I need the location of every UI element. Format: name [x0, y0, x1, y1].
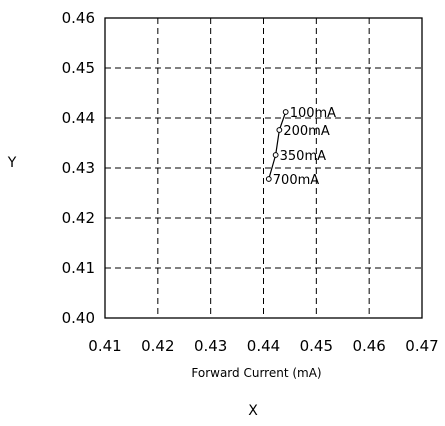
data-point-label: 700mA: [273, 173, 319, 188]
y-tick-label: 0.44: [62, 109, 95, 127]
data-point: [272, 152, 279, 158]
x-tick-label: 0.46: [352, 337, 385, 355]
x-tick-label: 0.47: [405, 337, 438, 355]
tick-label-layer: 0.41 0.42 0.43 0.44 0.45 0.46 0.47 0.46 0.45 0.44…: [62, 9, 439, 355]
grid-layer: [105, 18, 422, 318]
y-axis-caption: Y: [7, 155, 17, 171]
data-point: [282, 109, 289, 115]
y-tick-label: 0.41: [62, 259, 95, 277]
plot-frame: [104, 17, 423, 319]
x-tick-label: 0.45: [300, 337, 333, 355]
series-line: [268, 111, 287, 180]
data-point: [276, 127, 283, 133]
x-axis-caption: Forward Current (mA): [191, 366, 321, 380]
y-tick-label: 0.40: [62, 309, 95, 327]
y-tick-label: 0.42: [62, 209, 95, 227]
y-tick-label: 0.46: [62, 9, 95, 27]
x-tick-label: 0.41: [88, 337, 121, 355]
data-point: [265, 176, 272, 182]
y-tick-label: 0.45: [62, 59, 95, 77]
x-axis-letter: X: [248, 403, 258, 419]
y-tick-label: 0.43: [62, 159, 95, 177]
x-tick-label: 0.44: [247, 337, 280, 355]
data-point-label: 350mA: [280, 149, 326, 164]
data-point-label: 200mA: [283, 124, 329, 139]
data-point-label: 100mA: [290, 106, 336, 121]
x-tick-label: 0.42: [141, 337, 174, 355]
x-tick-label: 0.43: [194, 337, 227, 355]
series-layer: 100mA 200mA 350mA 700mA: [265, 106, 336, 188]
